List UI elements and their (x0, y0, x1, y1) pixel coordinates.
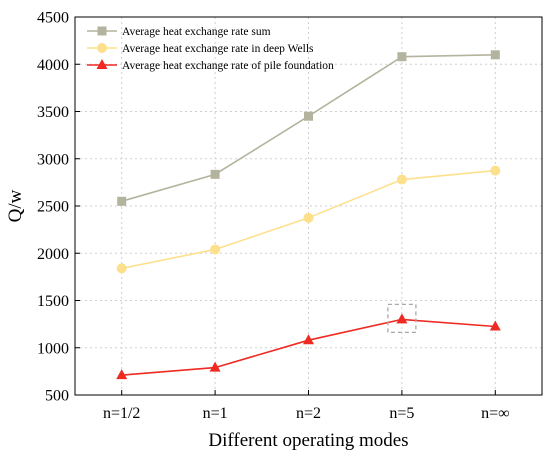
series-2-point (116, 263, 127, 274)
series-group (116, 50, 501, 380)
legend-item-2: Average heat exchange rate in deep Wells (87, 43, 314, 55)
series-3-point (209, 361, 221, 372)
axis-ticks: 500 1000 1500 2000 2500 3000 3500 4000 4500 n=1/2… (37, 10, 510, 423)
series-2 (116, 165, 501, 274)
y-tick-label: 1500 (37, 293, 69, 310)
legend-label: Average heat exchange rate in deep Wells (122, 43, 314, 55)
series-1-point (490, 50, 500, 60)
series-2-point (210, 244, 221, 255)
x-tick-label: n=1 (203, 405, 228, 422)
y-tick-label: 4000 (37, 57, 69, 74)
y-tick-label: 2500 (37, 199, 69, 216)
highlight-box (387, 303, 417, 334)
y-tick-label: 4500 (37, 10, 69, 27)
series-1 (117, 50, 500, 206)
series-3-point (303, 334, 314, 345)
y-tick-label: 500 (45, 388, 69, 405)
series-1-point (117, 196, 127, 206)
y-tick-label: 3000 (37, 151, 69, 168)
x-tick-label: n=5 (389, 405, 414, 422)
legend-label: Average heat exchange rate sum (122, 26, 271, 38)
legend-item-1: Average heat exchange rate sum (87, 26, 271, 38)
x-tick-label: n=∞ (481, 405, 509, 422)
series-3-point (489, 320, 501, 331)
series-3-point (396, 313, 408, 324)
series-2-point (396, 174, 407, 185)
y-tick-label: 3500 (37, 104, 69, 121)
series-1-point (397, 52, 407, 62)
legend-item-3: Average heat exchange rate of pile found… (87, 59, 334, 72)
series-3 (116, 313, 501, 380)
series-2-point (303, 212, 314, 223)
highlight-box-group (387, 303, 417, 334)
legend-marker (97, 43, 107, 53)
x-tick-label: n=2 (296, 405, 321, 422)
legend: Average heat exchange rate sum Average he… (87, 26, 334, 72)
y-tick-label: 2000 (37, 246, 69, 263)
y-axis-title: Q/w (5, 189, 26, 222)
series-2-point (490, 165, 501, 176)
series-1-point (304, 111, 313, 121)
legend-marker (97, 26, 107, 36)
legend-label: Average heat exchange rate of pile found… (122, 60, 334, 72)
x-tick-label: n=1/2 (103, 405, 140, 422)
x-axis-title: Different operating modes (208, 430, 408, 451)
y-tick-label: 1000 (37, 340, 69, 357)
series-3-point (116, 369, 128, 380)
series-1-point (210, 169, 220, 179)
legend-marker (96, 59, 108, 69)
